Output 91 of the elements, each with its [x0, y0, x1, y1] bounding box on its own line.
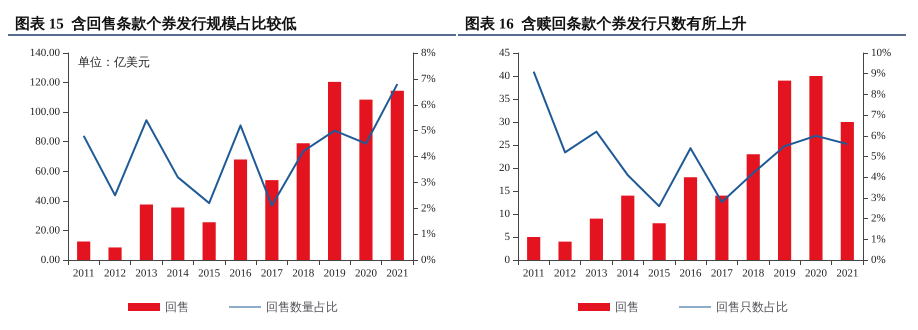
bar: [234, 159, 248, 260]
y2-tick-label: 8%: [871, 88, 886, 100]
y2-tick-label: 4%: [871, 171, 886, 184]
bar: [140, 204, 153, 260]
y-tick-label: 15: [499, 185, 510, 197]
legend-label: 回售数量占比: [266, 300, 338, 314]
x-tick-label: 2019: [774, 268, 796, 280]
bar: [359, 100, 373, 260]
y2-tick-label: 10%: [871, 47, 892, 59]
y-tick-label: 10: [499, 208, 510, 220]
y-tick-label: 80.00: [35, 136, 60, 148]
x-tick-label: 2017: [710, 268, 734, 280]
x-tick-label: 2011: [72, 268, 94, 280]
line-series: [82, 83, 398, 207]
x-tick-label: 2016: [230, 268, 252, 280]
y2-tick-label: 5%: [871, 150, 886, 162]
bar: [778, 80, 792, 260]
y2-tick-label: 2%: [421, 202, 436, 214]
y-tick-label: 100.00: [30, 106, 60, 118]
annotation: 单位：亿美元: [78, 55, 150, 69]
bar: [390, 90, 404, 260]
y2-tick-label: 6%: [421, 98, 436, 111]
y-tick-label: 20: [499, 162, 510, 174]
x-tick-label: 2020: [354, 268, 378, 280]
y-tick-label: 45: [499, 47, 510, 59]
line-series: [532, 70, 848, 208]
chart-title: 图表 15 含回售条款个券发行规模占比较低: [15, 16, 296, 32]
x-tick-label: 2017: [260, 268, 284, 280]
y-tick-label: 25: [499, 139, 510, 151]
x-tick-label: 2019: [324, 268, 346, 280]
bar: [840, 122, 854, 260]
y2-tick-label: 0%: [421, 254, 436, 266]
y2-tick-label: 7%: [421, 72, 436, 85]
y2-tick-label: 6%: [871, 130, 886, 142]
x-tick-label: 2018: [742, 268, 765, 280]
x-tick-label: 2015: [198, 268, 221, 280]
bar: [558, 242, 572, 260]
x-tick-label: 2013: [585, 268, 608, 280]
y2-tick-label: 7%: [871, 109, 886, 122]
bar: [108, 247, 122, 260]
x-tick-label: 2012: [554, 268, 576, 280]
bar: [590, 218, 603, 260]
x-tick-label: 2015: [648, 268, 671, 280]
bar: [77, 242, 90, 260]
bar: [652, 223, 666, 260]
bar: [527, 237, 540, 260]
bar: [621, 196, 634, 260]
x-tick-label: 2014: [166, 268, 190, 280]
y-tick-label: 120.00: [30, 76, 60, 89]
y2-tick-label: 2%: [871, 212, 886, 225]
y-tick-label: 40: [499, 70, 510, 82]
y2-tick-label: 0%: [871, 254, 886, 266]
x-tick-label: 2021: [386, 268, 408, 280]
y-tick-label: 5: [504, 231, 510, 243]
bar: [171, 208, 184, 260]
x-tick-label: 2012: [104, 268, 126, 280]
y2-tick-label: 3%: [421, 176, 436, 188]
x-tick-label: 2018: [292, 268, 315, 280]
bar: [715, 196, 728, 260]
y-tick-label: 35: [499, 93, 510, 105]
x-tick-label: 2014: [616, 268, 640, 280]
y2-tick-label: 3%: [871, 192, 886, 204]
y2-tick-label: 9%: [871, 68, 886, 80]
legend-label: 回售: [615, 300, 639, 314]
bar: [296, 143, 310, 260]
y-tick-label: 60.00: [35, 165, 60, 178]
x-tick-label: 2020: [804, 268, 828, 280]
y-tick-label: 40.00: [35, 194, 60, 207]
y2-tick-label: 5%: [421, 124, 436, 137]
y2-tick-label: 1%: [871, 233, 886, 246]
y2-tick-label: 1%: [421, 228, 436, 240]
x-tick-label: 2011: [522, 268, 544, 280]
y-tick-label: 0: [504, 254, 510, 266]
legend-label: 回售: [165, 300, 189, 314]
legend-label: 回售只数占比: [716, 300, 788, 314]
y-tick-label: 140.00: [30, 47, 60, 59]
bar: [684, 177, 698, 260]
x-tick-label: 2016: [680, 268, 702, 280]
y-tick-label: 20.00: [35, 224, 60, 236]
x-tick-label: 2013: [135, 268, 158, 280]
y2-tick-label: 4%: [421, 150, 436, 162]
bar: [202, 222, 216, 260]
bar: [746, 154, 760, 260]
chart-title: 图表 16 含赎回条款个券发行只数有所上升: [465, 16, 746, 32]
bar: [328, 82, 342, 260]
y2-tick-label: 8%: [421, 47, 436, 59]
bar: [265, 180, 278, 260]
y-tick-label: 0.00: [40, 254, 60, 266]
y-tick-label: 30: [499, 116, 510, 128]
bar: [809, 76, 823, 260]
x-tick-label: 2021: [836, 268, 858, 280]
